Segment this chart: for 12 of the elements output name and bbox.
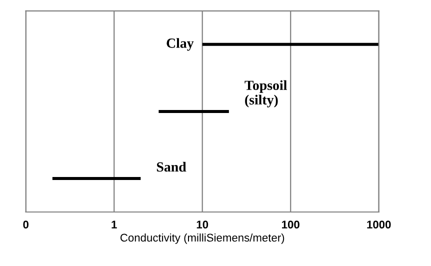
x-tick-label: 10 bbox=[196, 220, 208, 228]
bar bbox=[52, 176, 141, 180]
y-tick-label: Clay bbox=[166, 38, 194, 51]
y-tick-label: Sand bbox=[156, 162, 186, 172]
bar bbox=[158, 110, 229, 113]
x-axis-title: Conductivity (milliSiemens/meter) bbox=[120, 233, 284, 244]
x-tick-label: 100 bbox=[282, 220, 300, 228]
y-tick-label: Topsoil (silty) bbox=[244, 80, 287, 108]
x-tick-label: 1000 bbox=[367, 220, 391, 228]
x-tick-label: 0 bbox=[23, 220, 28, 228]
x-tick-label: 1 bbox=[112, 220, 117, 228]
bar bbox=[202, 42, 379, 46]
